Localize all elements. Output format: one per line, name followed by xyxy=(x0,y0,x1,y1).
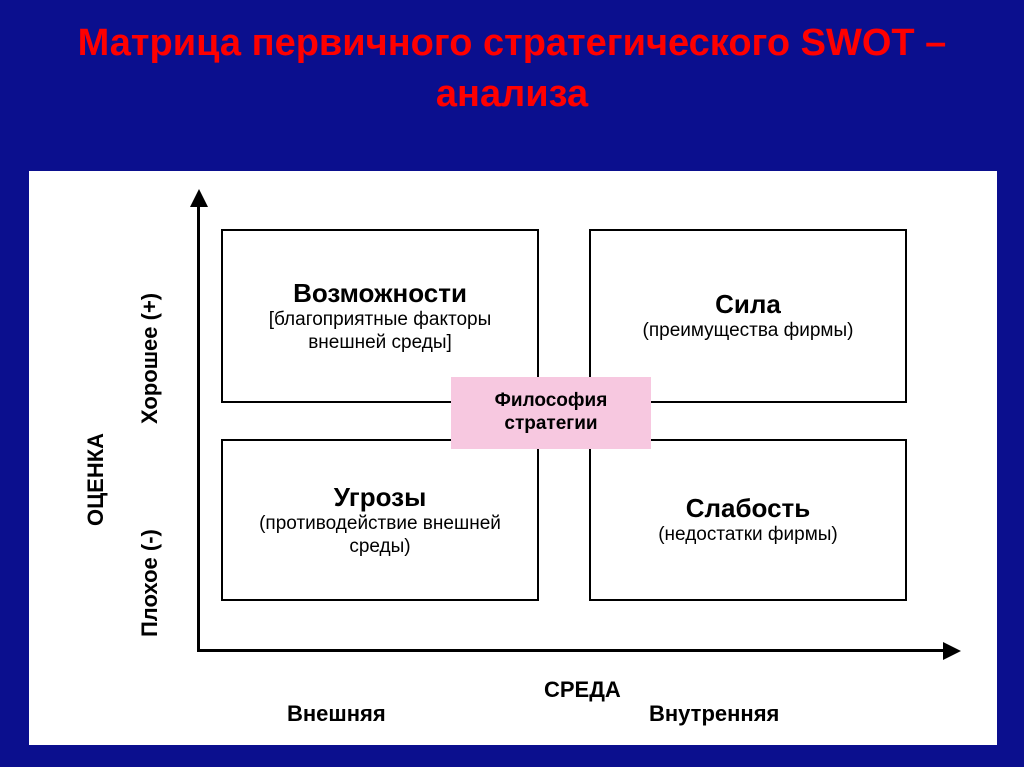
quadrant-weakness-title: Слабость xyxy=(686,493,811,524)
quadrant-weakness-sub: (недостатки фирмы) xyxy=(658,524,838,547)
y-axis-line xyxy=(197,207,200,649)
diagram-panel: ОЦЕНКА Хорошее (+) Плохое (-) Возможност… xyxy=(29,171,997,745)
x-axis-arrow-icon xyxy=(943,642,961,660)
quadrant-opportunities-title: Возможности xyxy=(293,278,467,309)
y-axis-lower-label: Плохое (-) xyxy=(137,529,163,637)
quadrant-strength-title: Сила xyxy=(715,289,781,320)
quadrant-opportunities-sub: [благоприятные факторы внешней среды] xyxy=(233,309,527,355)
slide-title: Матрица первичного стратегического SWOT … xyxy=(0,0,1024,121)
x-axis-left-label: Внешняя xyxy=(287,701,386,727)
x-axis-right-label: Внутренняя xyxy=(649,701,779,727)
quadrant-strength-sub: (преимущества фирмы) xyxy=(643,320,854,343)
quadrant-threats-sub: (противодействие внешней среды) xyxy=(233,513,527,559)
quadrant-threats: Угрозы (противодействие внешней среды) xyxy=(221,439,539,601)
y-axis-main-label: ОЦЕНКА xyxy=(83,433,109,526)
slide: Матрица первичного стратегического SWOT … xyxy=(0,0,1024,767)
quadrant-weakness: Слабость (недостатки фирмы) xyxy=(589,439,907,601)
x-axis-main-label: СРЕДА xyxy=(544,677,621,703)
y-axis-upper-label: Хорошее (+) xyxy=(137,293,163,424)
center-philosophy-box: Философия стратегии xyxy=(451,377,651,449)
y-axis-arrow-icon xyxy=(190,189,208,207)
quadrant-threats-title: Угрозы xyxy=(334,482,427,513)
x-axis-line xyxy=(197,649,943,652)
